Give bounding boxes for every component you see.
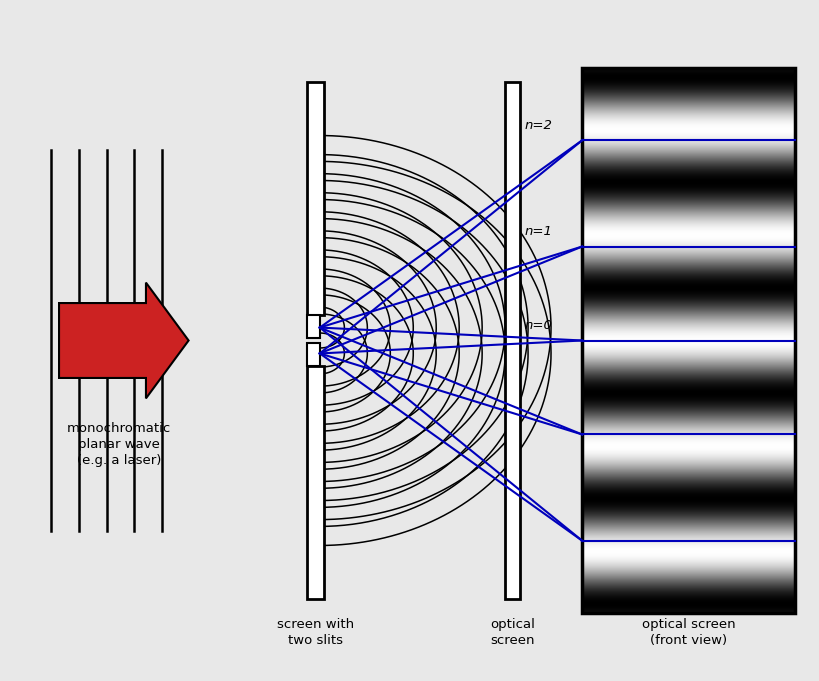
Bar (307, 343, 319, 366)
Polygon shape (59, 283, 188, 398)
Bar (581, 68, 794, 613)
Text: monochromatic
planar wave
(e.g. a laser): monochromatic planar wave (e.g. a laser) (66, 422, 171, 467)
Text: n=0: n=0 (524, 319, 552, 332)
Text: n=2: n=2 (524, 119, 552, 132)
Text: n=1: n=1 (524, 225, 552, 238)
Bar (307, 82, 324, 315)
Text: optical
screen: optical screen (490, 618, 534, 647)
Bar (307, 366, 324, 599)
Bar (307, 315, 319, 338)
Text: screen with
two slits: screen with two slits (277, 618, 354, 647)
Bar (505, 82, 519, 599)
Text: optical screen
(front view): optical screen (front view) (641, 618, 735, 647)
Bar (581, 68, 794, 613)
